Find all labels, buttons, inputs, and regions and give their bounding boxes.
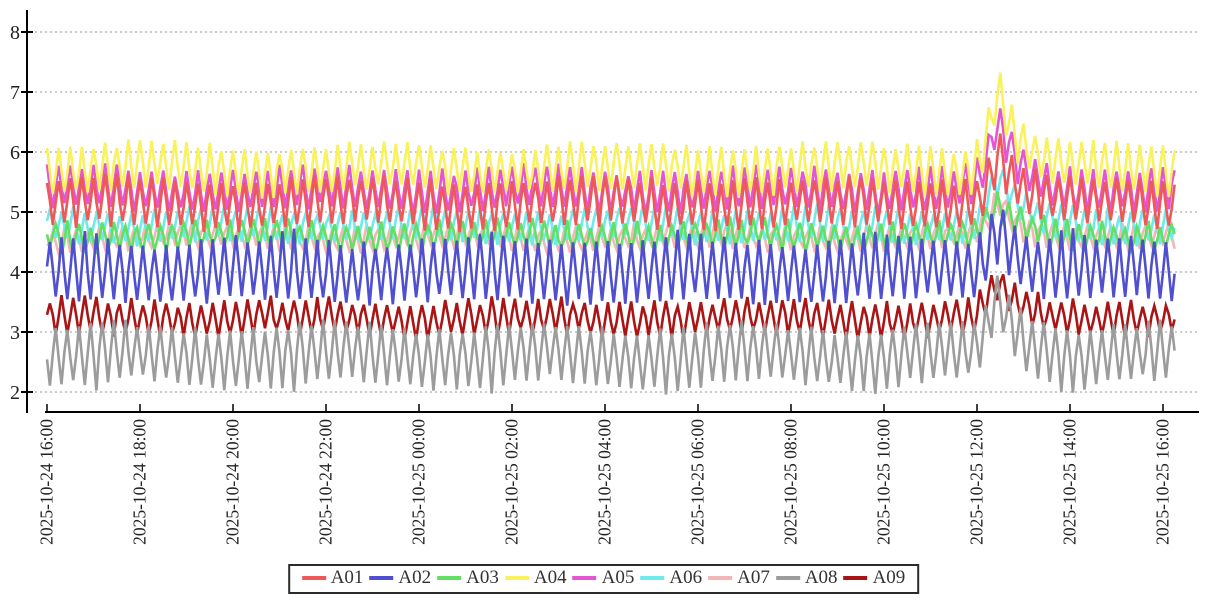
legend-item-A07: A07 xyxy=(708,567,770,589)
legend-swatch-A02 xyxy=(369,576,394,580)
series-line-A01 xyxy=(45,133,1176,233)
x-tick-label: 2025-10-25 08:00 xyxy=(781,419,801,545)
y-tick-label: 5 xyxy=(10,202,20,224)
series-lines xyxy=(45,72,1176,395)
legend-label: A03 xyxy=(466,567,499,588)
legend-label: A05 xyxy=(601,567,635,588)
x-tick-label: 2025-10-25 00:00 xyxy=(409,419,429,545)
legend-item-A02: A02 xyxy=(369,567,431,589)
legend-item-A05: A05 xyxy=(572,567,635,589)
legend-label: A07 xyxy=(737,567,770,588)
series-line-A04 xyxy=(45,72,1176,199)
x-tick-label: 2025-10-24 16:00 xyxy=(37,419,57,545)
x-tick-label: 2025-10-24 20:00 xyxy=(223,419,243,545)
legend-swatch-A07 xyxy=(708,576,733,580)
legend-item-A04: A04 xyxy=(504,567,567,589)
x-tick-label: 2025-10-25 06:00 xyxy=(688,419,708,545)
y-tick-label: 6 xyxy=(10,142,20,164)
x-tick-label: 2025-10-24 22:00 xyxy=(316,419,336,545)
x-tick-label: 2025-10-25 16:00 xyxy=(1153,419,1173,545)
legend-swatch-A03 xyxy=(437,576,462,580)
series-line-A08 xyxy=(45,275,1176,395)
legend-label: A01 xyxy=(330,567,364,588)
legend-label: A08 xyxy=(804,567,838,588)
y-tick-label: 3 xyxy=(10,322,20,344)
x-tick-labels: 2025-10-24 16:00 2025-10-24 18:00 2025-10-… xyxy=(37,419,1173,545)
legend-swatch-A06 xyxy=(640,576,665,580)
legend-item-A03: A03 xyxy=(437,567,499,589)
legend-item-A09: A09 xyxy=(843,567,906,589)
legend-swatch-A04 xyxy=(504,576,529,580)
legend-label: A02 xyxy=(398,567,432,588)
legend-swatch-A01 xyxy=(301,576,326,580)
legend: A01 A02 A03 A04 A05 A06 A07 A08 A09 xyxy=(287,564,920,594)
legend-swatch-A09 xyxy=(843,576,868,580)
series-line-A02 xyxy=(45,209,1176,306)
legend-item-A08: A08 xyxy=(775,567,838,589)
x-tick-label: 2025-10-25 14:00 xyxy=(1060,419,1080,545)
legend-label: A04 xyxy=(533,567,567,588)
x-tick-label: 2025-10-25 04:00 xyxy=(595,419,615,545)
y-tick-label: 8 xyxy=(10,22,20,44)
y-tick-label: 7 xyxy=(10,82,20,104)
y-tick-label: 4 xyxy=(10,262,20,284)
x-tick-label: 2025-10-25 02:00 xyxy=(502,419,522,545)
legend-swatch-A05 xyxy=(572,576,597,580)
axes xyxy=(21,10,1199,413)
legend-item-A06: A06 xyxy=(640,567,702,589)
legend-label: A06 xyxy=(669,567,703,588)
legend-label: A09 xyxy=(872,567,906,588)
x-tick-label: 2025-10-25 10:00 xyxy=(874,419,894,545)
y-tick-label: 2 xyxy=(10,382,20,404)
x-tick-label: 2025-10-24 18:00 xyxy=(130,419,150,545)
legend-swatch-A08 xyxy=(775,576,800,580)
legend-item-A01: A01 xyxy=(301,567,364,589)
y-tick-labels: 2 3 4 5 6 7 8 xyxy=(10,22,20,404)
x-tick-label: 2025-10-25 12:00 xyxy=(967,419,987,545)
